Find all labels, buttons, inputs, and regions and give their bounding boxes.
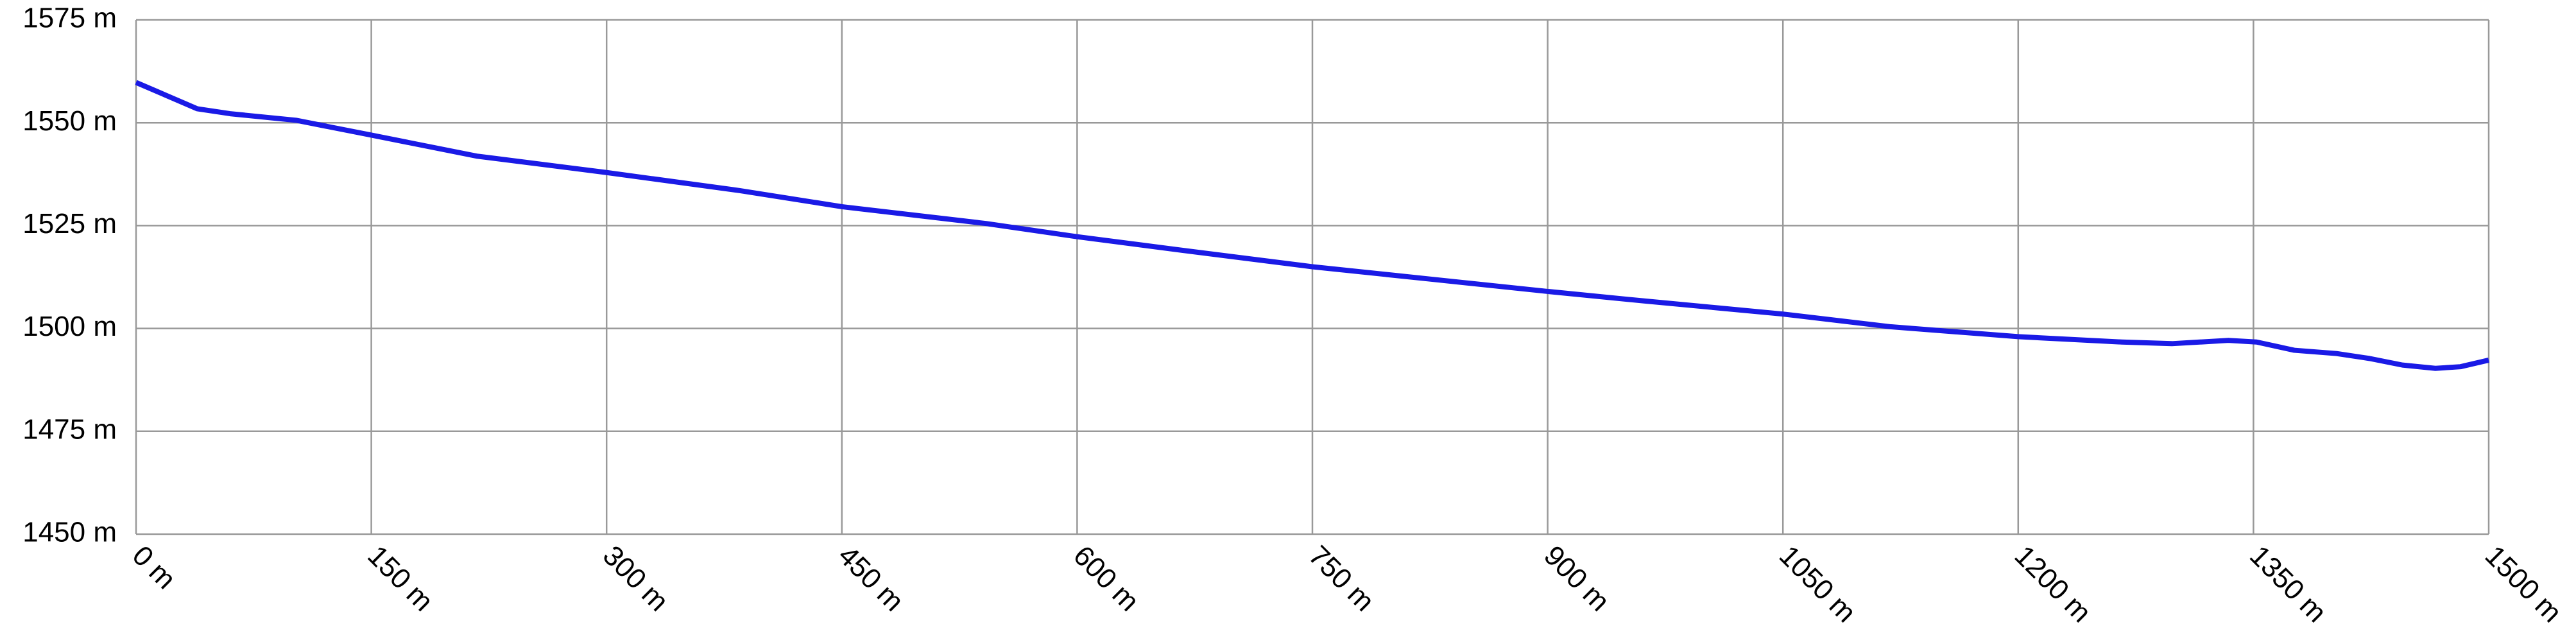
elevation-line (135, 80, 2489, 371)
x-tick-label: 1500 m (2479, 540, 2568, 629)
y-tick-label: 1575 m (22, 3, 117, 34)
x-tick-label: 1200 m (2009, 540, 2097, 629)
y-tick-label: 1475 m (22, 413, 117, 445)
y-tick-label: 1450 m (22, 517, 117, 548)
x-tick-label: 0 m (126, 540, 182, 596)
x-tick-label: 900 m (1538, 540, 1615, 618)
x-tick-label: 1350 m (2244, 540, 2332, 629)
y-tick-label: 1525 m (22, 208, 117, 239)
x-tick-label: 600 m (1067, 540, 1145, 618)
y-tick-label: 1500 m (22, 311, 117, 342)
x-tick-label: 1050 m (1773, 540, 1862, 629)
x-tick-label: 450 m (832, 540, 910, 618)
x-tick-label: 300 m (597, 540, 674, 618)
x-tick-label: 750 m (1303, 540, 1380, 618)
y-tick-label: 1550 m (22, 105, 117, 137)
x-tick-label: 150 m (361, 540, 439, 618)
